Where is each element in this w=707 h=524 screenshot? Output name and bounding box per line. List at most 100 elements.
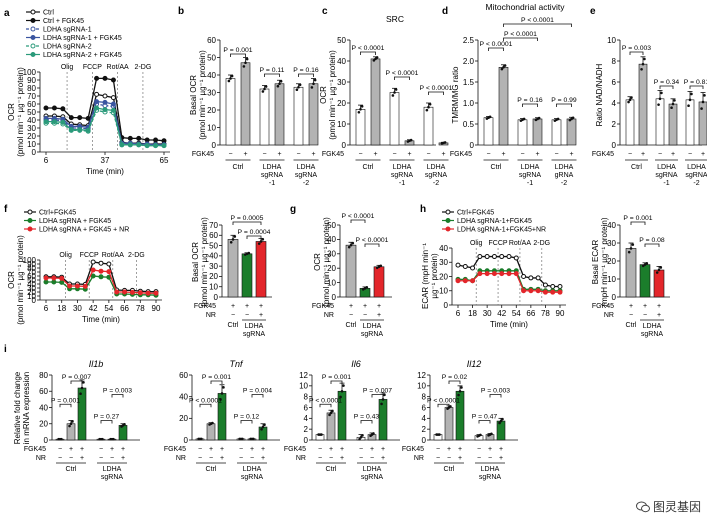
y-tick-label: 60: [207, 36, 216, 45]
p-value-label: P = 0.001: [202, 374, 231, 381]
legend-label: LDHA sgRNA + FGK45 + NR: [39, 227, 129, 234]
y-tick-label: 40: [327, 235, 336, 244]
panel-label-c: c: [322, 6, 328, 17]
y-tick-label: 40: [607, 221, 616, 230]
y-tick-label: 0: [612, 293, 617, 302]
group-label: Ctrl: [206, 466, 217, 473]
nr-sign: +: [121, 455, 125, 462]
bar: [259, 88, 270, 146]
y-tick-label: 20: [27, 132, 36, 141]
series-point: [67, 283, 73, 289]
panel-title: Mitochondrial activity: [486, 2, 566, 12]
fgk45-row-label: FGK45: [164, 446, 186, 453]
group-label: sgRNA: [685, 172, 707, 179]
data-point: [409, 138, 413, 142]
y-tick-label: 0: [342, 141, 347, 150]
group-label: -2: [561, 180, 567, 187]
data-point: [80, 386, 84, 390]
x-tick-label: 65: [160, 156, 169, 165]
y-tick-label: 0: [32, 296, 37, 305]
nr-row-label: NR: [176, 455, 186, 462]
nr-row-label: NR: [414, 455, 424, 462]
data-point: [379, 264, 383, 268]
data-point: [295, 88, 299, 91]
y-tick-label: 30: [27, 124, 36, 133]
fgk45-row-label: FGK45: [402, 446, 424, 453]
y-axis-label: (pmol min⁻¹ µg⁻¹ protein): [328, 50, 337, 140]
legend-label: LDHA sgRNA-2: [43, 44, 92, 51]
p-value-label: P < 0.0001: [427, 397, 460, 404]
p-value-label: P = 0.0005: [231, 215, 264, 222]
legend-label: LDHA sgRNA-1+FGK45+NR: [457, 227, 546, 234]
series-point: [462, 278, 468, 284]
y-tick-label: 4: [422, 414, 427, 423]
y-tick-label: 10: [327, 278, 336, 287]
y-tick-label: 40: [439, 244, 448, 253]
series-point: [51, 275, 57, 281]
data-point: [340, 389, 344, 393]
y-tick-label: 10: [27, 292, 36, 301]
group-label: sgRNA: [641, 331, 664, 338]
data-point: [79, 392, 82, 395]
group-label: sgRNA: [361, 474, 384, 481]
data-point: [655, 271, 659, 274]
data-point: [361, 434, 364, 437]
y-tick-label: 20: [207, 106, 216, 115]
data-point: [556, 117, 560, 121]
y-tick-label: 0: [184, 436, 189, 445]
series-point: [82, 283, 88, 289]
nr-sign: +: [340, 455, 344, 462]
data-point: [112, 437, 115, 441]
y-tick-label: 20: [209, 272, 218, 281]
bar: [274, 83, 285, 146]
y-tick-label: 80: [27, 264, 36, 273]
bar: [389, 92, 400, 146]
y-tick-label: 0: [304, 436, 309, 445]
data-point: [703, 94, 706, 97]
y-tick-label: 40: [39, 403, 48, 412]
data-point: [123, 422, 126, 426]
nr-sign: +: [657, 312, 661, 319]
series-point: [506, 271, 512, 277]
series-point: [528, 275, 534, 281]
series-point: [129, 289, 135, 295]
data-point: [502, 66, 505, 69]
series-point: [484, 254, 490, 260]
data-point: [69, 422, 73, 426]
p-value-label: P = 0.004: [243, 388, 272, 395]
injection-label: Olig: [470, 240, 483, 247]
group-label: LDHA: [243, 466, 262, 473]
data-point: [220, 392, 224, 395]
data-point: [360, 105, 364, 108]
y-axis-label: (mpH min⁻¹ µg⁻¹ protein): [600, 217, 609, 306]
y-tick-label: 10: [439, 287, 448, 296]
series-point: [506, 254, 512, 260]
y-tick-label: 10: [607, 36, 616, 45]
fgk45-sign: +: [643, 303, 647, 310]
y-tick-label: 6: [304, 403, 309, 412]
injection-label: 2-DG: [135, 64, 152, 71]
panel-label-d: d: [442, 6, 448, 17]
group-label: Ctrl: [346, 322, 357, 329]
data-point: [641, 62, 645, 66]
y-tick-label: 40: [27, 280, 36, 289]
x-tick-label: 18: [57, 304, 66, 313]
p-value-label: P = 0.16: [293, 67, 319, 74]
p-value-label: P = 0.16: [517, 97, 543, 104]
bar: [326, 412, 336, 441]
data-point: [372, 432, 375, 435]
data-point: [359, 435, 363, 439]
legend-label: Ctrl+FGK45: [39, 210, 76, 217]
legend-marker: [27, 226, 33, 232]
y-axis-label: OCR: [319, 86, 328, 104]
bar: [241, 253, 253, 298]
group-label: sgRNA: [425, 172, 448, 179]
series-point: [110, 101, 116, 107]
series-point: [535, 275, 541, 281]
y-tick-label: 60: [27, 100, 36, 109]
series-point: [136, 135, 142, 141]
p-value-label: P = 0.001: [322, 374, 351, 381]
fgk45-sign: +: [657, 303, 661, 310]
series-point: [542, 282, 548, 288]
data-point: [261, 237, 265, 241]
